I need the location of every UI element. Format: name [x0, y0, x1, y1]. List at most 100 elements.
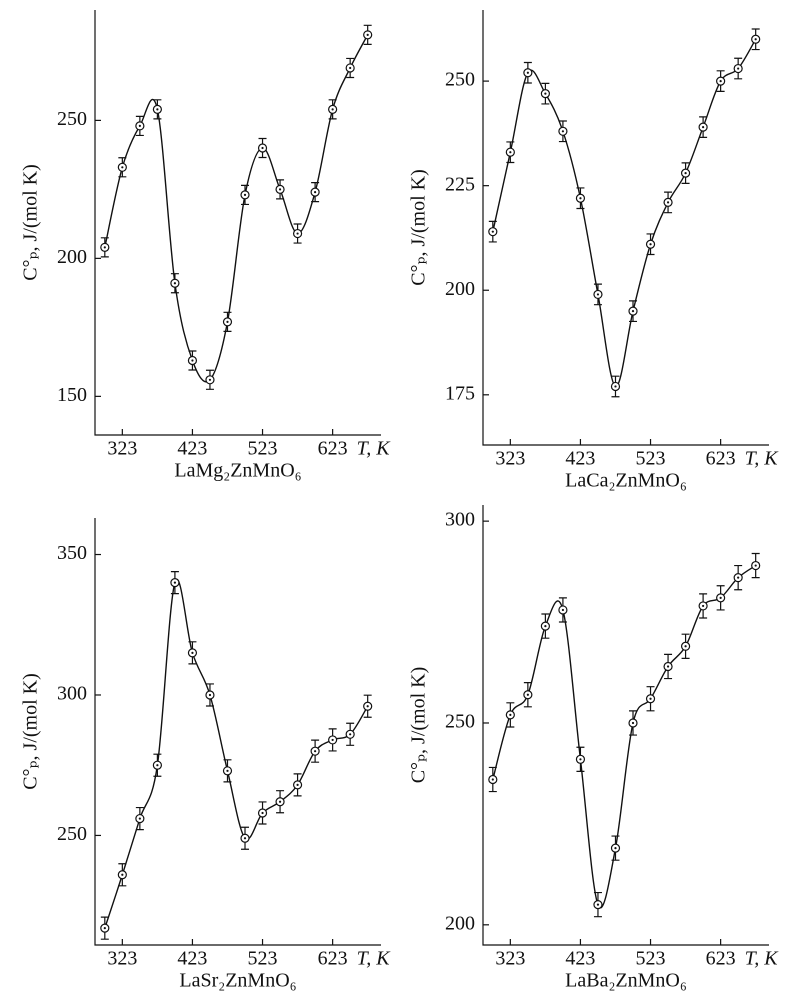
data-point-dot [226, 320, 229, 323]
data-point-dot [526, 71, 529, 74]
data-point-dot [754, 38, 757, 41]
x-tick-label: 423 [177, 948, 207, 970]
x-axis-label: T, K [745, 948, 780, 970]
fit-curve [492, 38, 757, 388]
x-tick-label: 323 [107, 438, 137, 460]
x-tick-label: 523 [636, 448, 666, 470]
y-tick-label: 250 [57, 108, 87, 130]
data-point-dot [243, 193, 247, 197]
x-axis-label: T, K [745, 448, 780, 470]
data-point-dot [666, 665, 670, 668]
data-point-dot [331, 108, 334, 111]
x-tick-label: 523 [248, 438, 278, 460]
data-point-dot [278, 800, 282, 803]
axes [94, 518, 381, 946]
y-tick-label: 225 [445, 173, 475, 195]
y-axis-label: C°ₚ, J/(mol K) [20, 673, 42, 790]
data-point-dot [737, 67, 740, 70]
y-tick-label: 200 [445, 278, 475, 300]
data-point-dot [331, 738, 334, 742]
x-axis-label: T, K [357, 438, 392, 460]
data-point-dot [208, 378, 212, 381]
data-point-dot [138, 124, 141, 128]
y-tick-label: 150 [57, 384, 87, 406]
panel-title: LaCa₂ZnMnO₆ [565, 470, 687, 492]
y-tick-label: 200 [445, 912, 475, 934]
data-point-dot [526, 693, 529, 696]
x-tick-label: 523 [636, 948, 666, 970]
x-axis-label: T, K [357, 948, 392, 970]
x-tick-label: 423 [565, 948, 595, 970]
data-point-dot [579, 197, 582, 200]
data-point-dot [103, 246, 106, 249]
data-point-dot [349, 66, 352, 70]
data-point-dot [156, 764, 159, 767]
data-point-dot [138, 817, 141, 820]
data-point-dot [719, 596, 722, 599]
data-point-dot [614, 385, 617, 388]
x-tick-label: 323 [495, 448, 525, 470]
data-point-dot [754, 564, 757, 567]
panel-title: LaBa₂ZnMnO₆ [565, 970, 687, 992]
data-point-dot [278, 188, 282, 191]
data-point-dot [261, 811, 264, 815]
panel: 200 250 300 323 423 523 623 T, K LaBa₂ZnMnO₆ C°ₚ,… [408, 505, 780, 992]
x-tick-label: 623 [706, 448, 736, 470]
y-tick-label: 250 [445, 69, 475, 91]
data-point-dot [296, 783, 299, 786]
axes [482, 505, 769, 946]
y-axis-label: C°ₚ, J/(mol K) [408, 667, 430, 784]
data-point-dot [191, 359, 194, 362]
data-point-dot [226, 769, 229, 772]
data-point-dot [737, 576, 740, 579]
x-tick-label: 323 [495, 948, 525, 970]
data-point-dot [544, 92, 547, 95]
panel-title: LaSr₂ZnMnO₆ [179, 970, 296, 992]
data-point-dot [173, 581, 177, 584]
y-axis-label: C°ₚ, J/(mol K) [408, 169, 430, 286]
data-point-dot [121, 166, 124, 169]
data-point-dot [296, 232, 299, 235]
data-point-dot [491, 778, 494, 781]
x-tick-label: 623 [318, 438, 348, 460]
data-point-dot [314, 750, 317, 753]
data-point-dot [103, 927, 106, 930]
data-point-dot [491, 230, 494, 233]
data-point-dot [684, 645, 687, 648]
x-tick-label: 423 [177, 438, 207, 460]
y-tick-label: 300 [445, 509, 475, 531]
y-tick-label: 200 [57, 246, 87, 268]
x-tick-label: 423 [565, 448, 595, 470]
data-point-dot [719, 80, 722, 83]
data-point-dot [243, 837, 247, 840]
data-point-dot [702, 604, 705, 608]
data-point-dot [544, 625, 547, 628]
data-point-dot [121, 873, 124, 876]
panel-title: LaMg₂ZnMnO₆ [174, 460, 301, 482]
fit-curve [104, 34, 369, 383]
data-point-dot [366, 33, 369, 36]
axes [482, 10, 769, 446]
x-tick-label: 523 [248, 948, 278, 970]
y-tick-label: 300 [57, 683, 87, 705]
data-point-dot [666, 201, 670, 204]
data-point-dot [649, 243, 652, 246]
y-tick-label: 250 [57, 823, 87, 845]
y-tick-label: 175 [445, 382, 475, 404]
data-point-dot [684, 172, 687, 175]
data-point-dot [649, 697, 652, 700]
data-point-dot [561, 130, 565, 133]
data-point-dot [208, 693, 212, 697]
axes [94, 10, 381, 436]
data-point-dot [631, 721, 635, 725]
y-tick-label: 350 [57, 542, 87, 564]
data-point-dot [579, 758, 582, 761]
data-point-dot [631, 310, 635, 313]
data-point-dot [366, 705, 369, 708]
data-point-dot [509, 151, 512, 154]
data-point-dot [314, 191, 317, 194]
data-point-dot [261, 146, 264, 150]
data-point-dot [156, 108, 159, 111]
data-point-dot [561, 608, 565, 612]
